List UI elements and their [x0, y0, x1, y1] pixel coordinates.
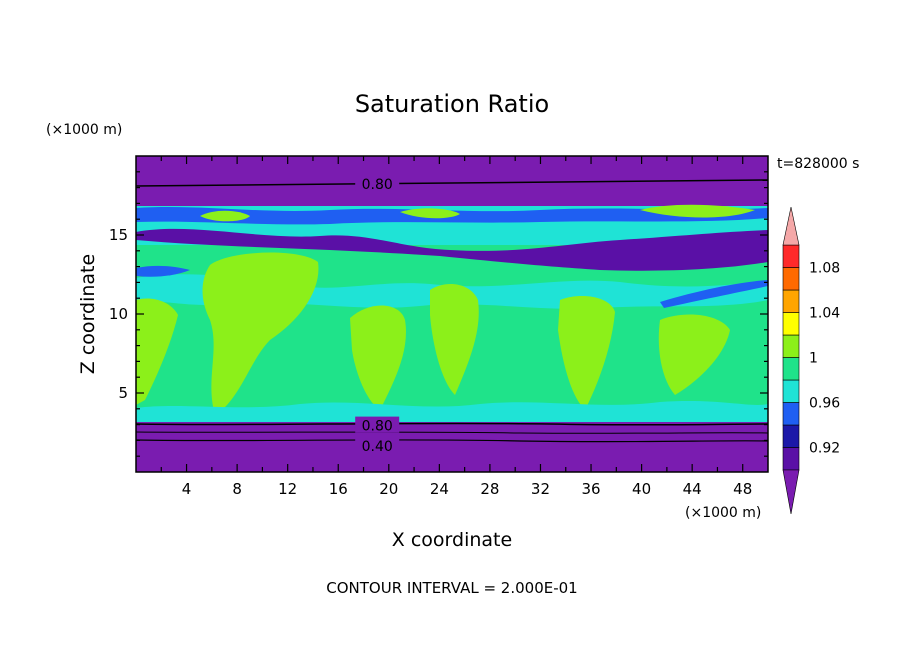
x-tick-label: 4 [182, 480, 192, 498]
x-tick-label: 24 [430, 480, 449, 498]
x-tick-label: 32 [531, 480, 550, 498]
x-axis-ticks: 4 8 12 16 20 24 28 32 36 40 44 48 [160, 156, 752, 498]
contour-080-bottom [136, 422, 768, 426]
contour-interval-footer: CONTOUR INTERVAL = 2.000E-01 [326, 579, 577, 597]
y-tick-label: 5 [118, 384, 128, 402]
chart-title: Saturation Ratio [355, 90, 549, 118]
x-tick-label: 12 [278, 480, 297, 498]
green-patch-2 [400, 208, 460, 219]
x-tick-label: 28 [480, 480, 499, 498]
colorbar-segment [782, 402, 800, 426]
timestamp-label: t=828000 s [777, 156, 859, 172]
y-axis-ticks: 5 10 15 [109, 171, 768, 457]
colorbar-label: 0.96 [809, 396, 840, 412]
colorbar-segment [782, 289, 800, 313]
green-plume-4 [558, 296, 615, 410]
x-tick-label: 20 [379, 480, 398, 498]
colorbar-segment [782, 424, 800, 448]
y-axis-label: Z coordinate [77, 254, 99, 374]
green-patch-3 [640, 204, 755, 218]
contour-mid [136, 431, 768, 434]
colorbar-segment [782, 267, 800, 291]
colorbar-segment [782, 244, 800, 268]
x-tick-label: 8 [232, 480, 242, 498]
y-unit-label: (×1000 m) [46, 122, 122, 138]
colorbar-under-arrow [782, 469, 800, 515]
colorbar-segment [782, 357, 800, 381]
x-tick-label: 40 [632, 480, 651, 498]
lower-dry-layer [136, 420, 768, 472]
colorbar-label: 1 [809, 351, 818, 367]
blue-streak-left [136, 265, 190, 277]
colorbar-over-arrow [782, 206, 800, 246]
contour-label: 0.40 [362, 439, 393, 455]
contour-080-top [136, 179, 768, 187]
colorbar-label: 1.08 [809, 261, 840, 277]
colorbar-segment [782, 447, 800, 471]
contour-labels: 0.80 0.80 0.40 [355, 174, 400, 455]
cloud-base-fringe [136, 401, 768, 422]
contour-label: 0.80 [362, 177, 393, 193]
contour-label: 0.80 [362, 419, 393, 435]
x-axis-label: X coordinate [392, 529, 512, 551]
x-tick-label: 44 [683, 480, 702, 498]
contour-label-bg [355, 416, 400, 433]
x-tick-label: 48 [733, 480, 752, 498]
x-tick-label: 16 [329, 480, 348, 498]
x-unit-label: (×1000 m) [685, 505, 761, 521]
blue-streak-right [660, 280, 768, 308]
green-plume-6 [136, 298, 178, 405]
green-patch-1 [200, 210, 250, 222]
contour-label-bg [355, 437, 400, 454]
colorbar-segment [782, 312, 800, 336]
x-tick-label: 36 [581, 480, 600, 498]
y-tick-label: 15 [109, 226, 128, 244]
green-plume-3 [430, 284, 479, 395]
green-plume-5 [658, 314, 730, 395]
saturation-field [136, 156, 768, 472]
colorbar-segment [782, 334, 800, 358]
colorbar-label: 0.92 [809, 441, 840, 457]
upper-dry-band [136, 228, 768, 271]
green-plume-1 [202, 252, 319, 415]
green-plume-2 [350, 305, 406, 410]
colorbar: 0.92 0.96 1 1.04 1.08 [782, 206, 840, 515]
colorbar-segment [782, 379, 800, 403]
contour-040 [136, 439, 768, 443]
colorbar-label: 1.04 [809, 306, 840, 322]
y-tick-label: 10 [109, 305, 128, 323]
contour-label-bg [355, 174, 400, 191]
